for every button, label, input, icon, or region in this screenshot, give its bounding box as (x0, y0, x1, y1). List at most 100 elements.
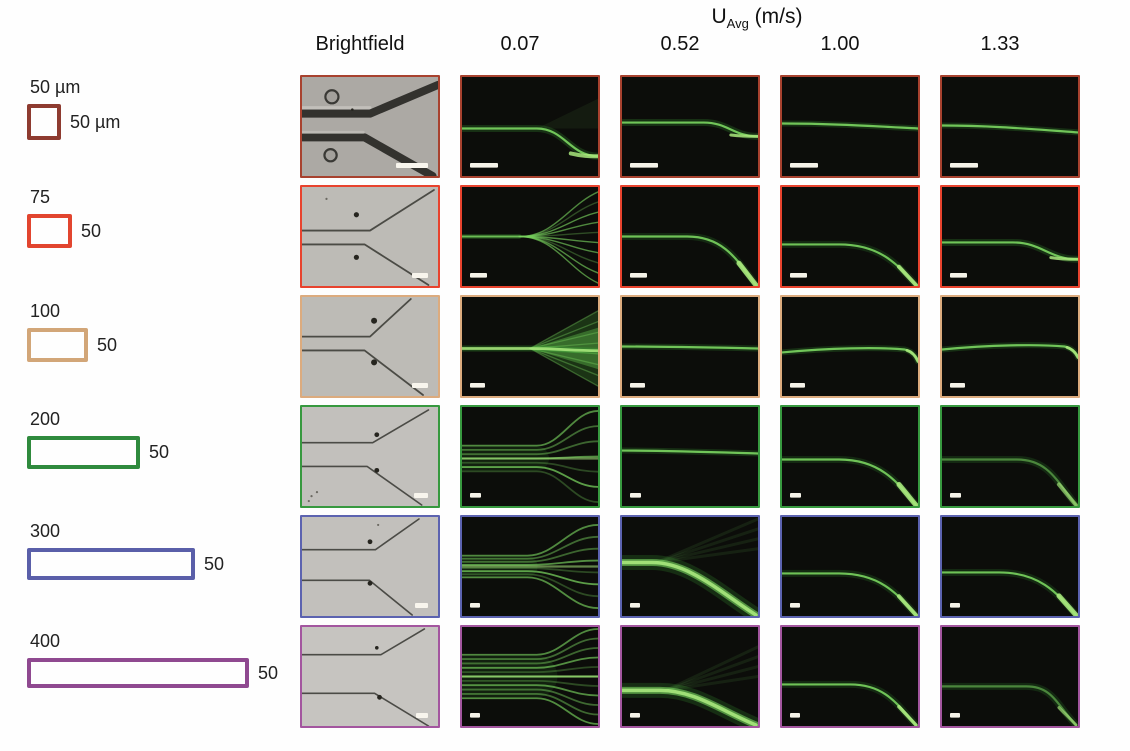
scale-bar (630, 713, 640, 718)
fluorescence-image (942, 77, 1078, 176)
scale-bar (470, 163, 498, 168)
scale-bar (630, 383, 645, 388)
brightfield-image (302, 407, 438, 506)
micrograph-fluorescence-row6-col3 (620, 625, 760, 728)
scale-bar (630, 273, 647, 278)
legend-width-label: 300 (30, 521, 61, 541)
legend-channel-swatch (27, 214, 72, 248)
legend-height-label: 50 µm (70, 111, 121, 132)
brightfield-image (302, 77, 438, 176)
fluorescence-image (622, 407, 758, 506)
scale-bar (950, 273, 967, 278)
micrograph-grid (300, 75, 1080, 728)
scale-bar (950, 383, 965, 388)
fluorescence-image (942, 297, 1078, 396)
fluorescence-image (942, 517, 1078, 616)
legend-width-label: 400 (30, 631, 61, 651)
micrograph-fluorescence-row4-col2 (460, 405, 600, 508)
brightfield-image (302, 627, 438, 726)
legend-entry-50-µm: 50 µm 50 µm (27, 77, 121, 140)
micrograph-brightfield-row4-col1 (300, 405, 440, 508)
legend-entry-200: 200 50 (27, 409, 170, 469)
fluorescence-image (942, 407, 1078, 506)
fluorescence-image (462, 297, 598, 396)
scale-bar (950, 713, 960, 718)
column-header-0-07: 0.07 (500, 33, 540, 55)
legend-channel-swatch (27, 436, 140, 469)
micrograph-fluorescence-row5-col5 (940, 515, 1080, 618)
micrograph-fluorescence-row5-col4 (780, 515, 920, 618)
micrograph-brightfield-row2-col1 (300, 185, 440, 288)
scale-bar (790, 273, 807, 278)
micrograph-fluorescence-row4-col4 (780, 405, 920, 508)
scale-bar (470, 273, 487, 278)
fluorescence-image (462, 187, 598, 286)
micrograph-fluorescence-row4-col5 (940, 405, 1080, 508)
legend-entry-75: 75 50 (27, 187, 101, 248)
micrograph-fluorescence-row3-col4 (780, 295, 920, 398)
scale-bar (950, 603, 960, 608)
fluorescence-image (622, 517, 758, 616)
uavg-title-unit: (m/s) (748, 5, 803, 28)
fluorescence-image (942, 187, 1078, 286)
legend-height-label: 50 (149, 442, 170, 462)
scale-bar (630, 163, 658, 168)
fluorescence-image (782, 517, 918, 616)
micrograph-fluorescence-row6-col2 (460, 625, 600, 728)
uavg-title-main: U (711, 5, 727, 28)
scale-bar (790, 493, 801, 498)
fluorescence-image (622, 627, 758, 726)
legend-height-label: 50 (97, 334, 118, 355)
fluorescence-image (622, 187, 758, 286)
fluorescence-image (782, 297, 918, 396)
brightfield-image (302, 187, 438, 286)
micrograph-fluorescence-row5-col3 (620, 515, 760, 618)
scale-bar (790, 383, 805, 388)
micrograph-fluorescence-row5-col2 (460, 515, 600, 618)
fluorescence-image (782, 627, 918, 726)
legend-channel-swatch (27, 104, 61, 140)
uavg-title-sub: Avg (726, 16, 749, 32)
legend-width-label: 100 (30, 301, 61, 321)
fluorescence-image (462, 407, 598, 506)
micrograph-fluorescence-row1-col5 (940, 75, 1080, 178)
scale-bar (790, 713, 800, 718)
fluorescence-image (462, 517, 598, 616)
column-header-0-52: 0.52 (660, 33, 700, 55)
legend-width-label: 200 (30, 409, 61, 429)
column-header-1-00: 1.00 (820, 33, 860, 55)
fluorescence-image (942, 627, 1078, 726)
brightfield-image (302, 297, 438, 396)
scale-bar (630, 603, 640, 608)
scale-bar (630, 493, 641, 498)
legend-channel-swatch (27, 548, 195, 580)
micrograph-fluorescence-row6-col5 (940, 625, 1080, 728)
legend-height-label: 50 (258, 662, 279, 683)
micrograph-fluorescence-row3-col5 (940, 295, 1080, 398)
micrograph-brightfield-row6-col1 (300, 625, 440, 728)
fluorescence-image (462, 77, 598, 176)
micrograph-brightfield-row5-col1 (300, 515, 440, 618)
legend-channel-swatch (27, 658, 249, 688)
micrograph-fluorescence-row1-col3 (620, 75, 760, 178)
micrograph-fluorescence-row2-col5 (940, 185, 1080, 288)
legend-width-label: 75 (30, 187, 51, 207)
scale-bar (470, 603, 480, 608)
legend-entry-300: 300 50 (27, 521, 224, 580)
micrograph-fluorescence-row2-col3 (620, 185, 760, 288)
brightfield-image (302, 517, 438, 616)
uavg-title: UAvg (m/s) (657, 5, 857, 31)
micrograph-fluorescence-row2-col4 (780, 185, 920, 288)
legend-entry-100: 100 50 (27, 301, 118, 362)
micrograph-fluorescence-row6-col4 (780, 625, 920, 728)
micrograph-fluorescence-row3-col2 (460, 295, 600, 398)
fluorescence-image (782, 77, 918, 176)
scale-bar (470, 713, 480, 718)
legend-width-label: 50 µm (30, 77, 81, 97)
scale-bar (790, 603, 800, 608)
column-header-1-33: 1.33 (980, 33, 1020, 55)
micrograph-fluorescence-row2-col2 (460, 185, 600, 288)
scale-bar (790, 163, 818, 168)
fluorescence-image (782, 187, 918, 286)
fluorescence-image (622, 77, 758, 176)
